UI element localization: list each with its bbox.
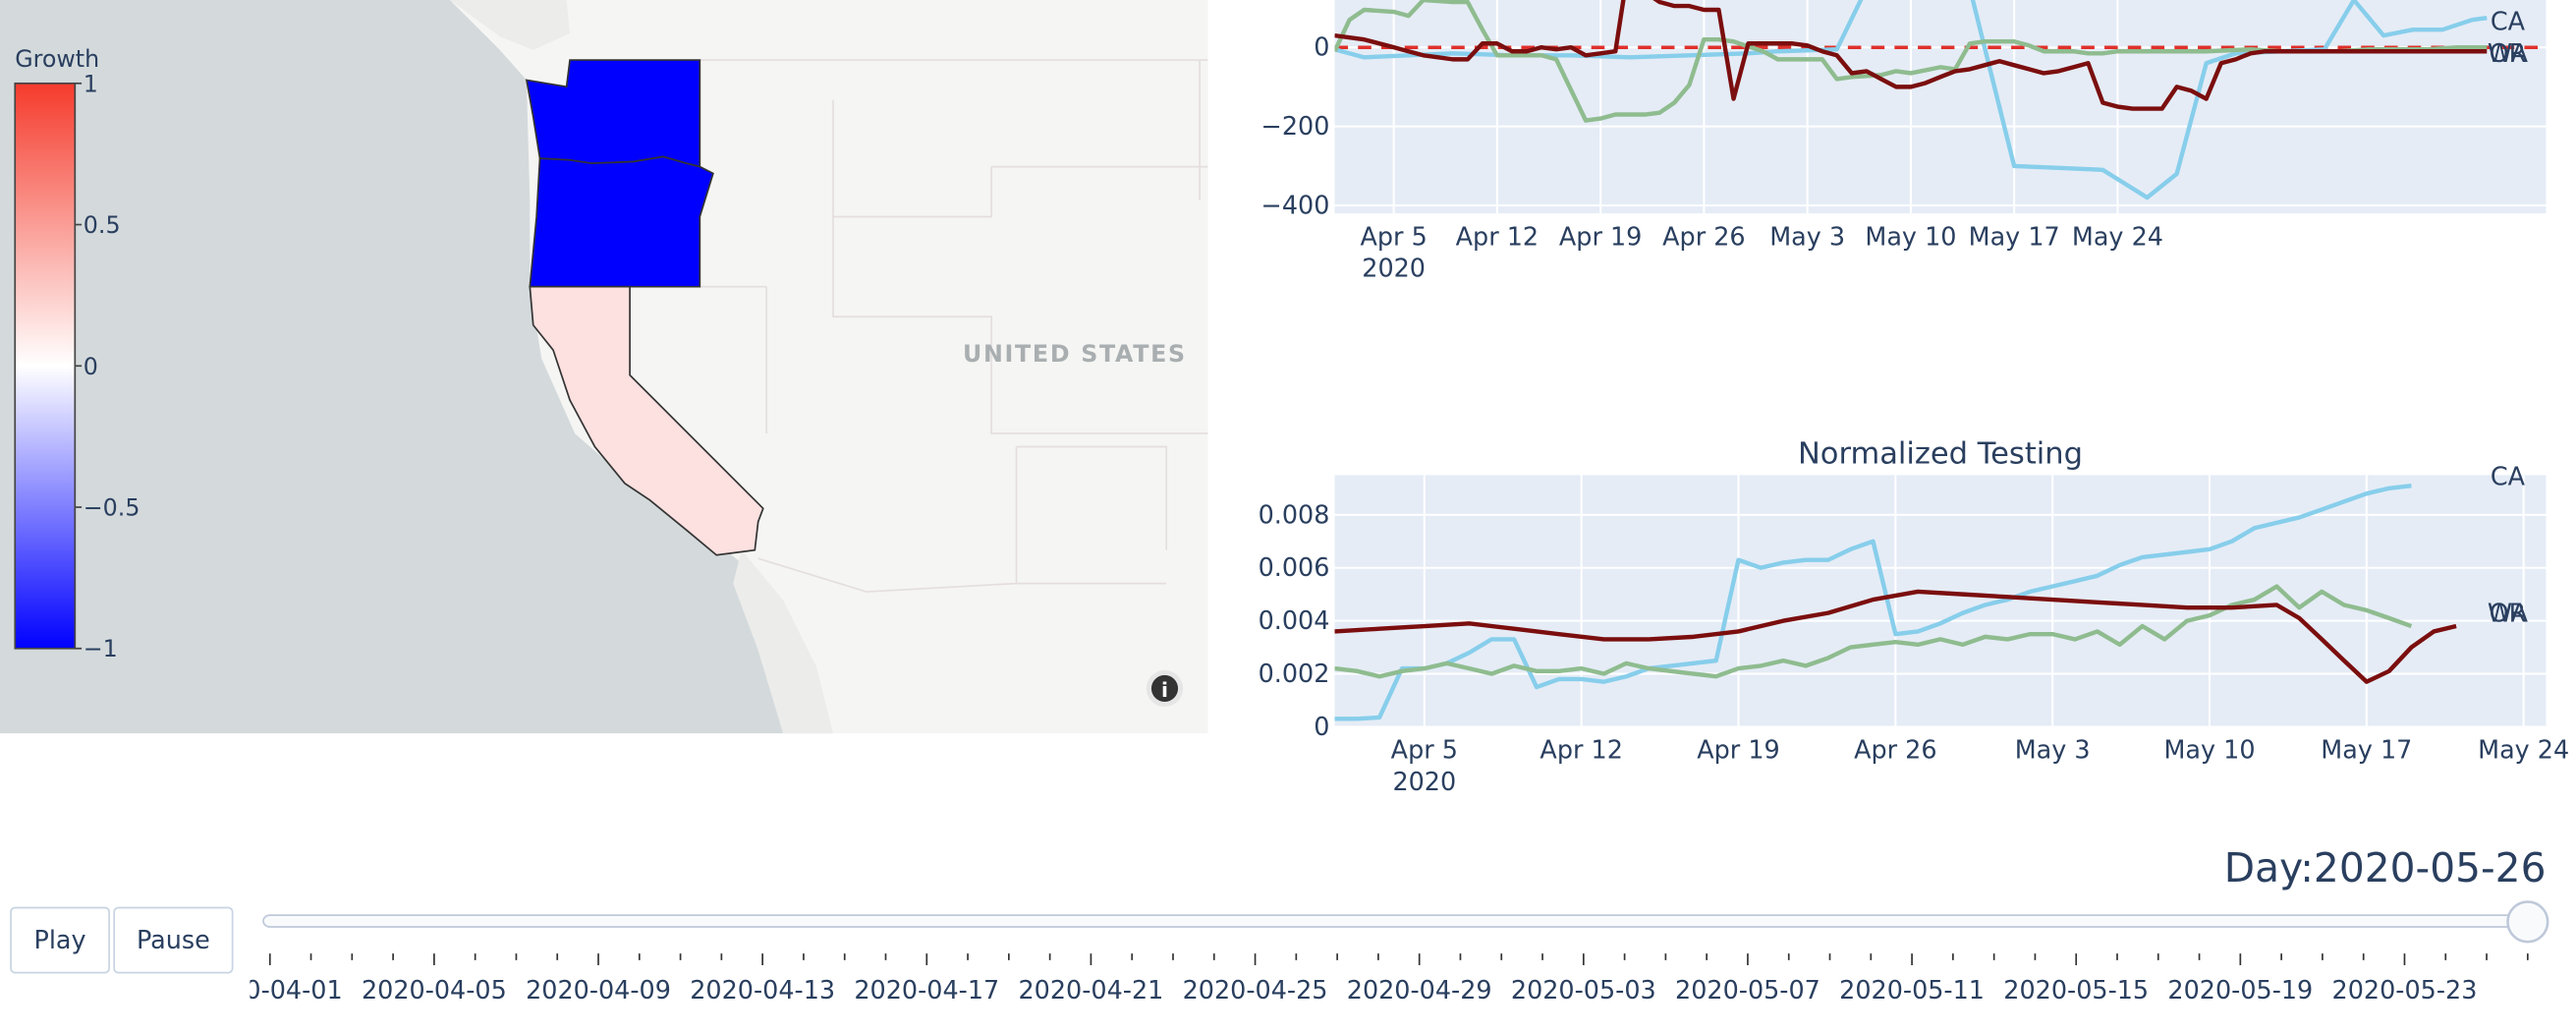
y-tick-label: −200 [1261, 111, 1330, 141]
x-tick-label: May 17 [2321, 735, 2412, 765]
x-tick-label: Apr 12 [1456, 221, 1539, 251]
x-tick-label: May 10 [2163, 735, 2255, 765]
colorbar-tick-label: 0.5 [84, 211, 121, 239]
slider-tick-label: 2020-04-29 [1347, 975, 1492, 1005]
choropleth-map[interactable]: UNITED STATES Growth 1 0.5 0 −0.5 −1 i [0, 0, 1208, 734]
state-borders [700, 59, 1208, 593]
slider-tick-label: 2020-04-05 [362, 975, 507, 1005]
series-line-or[interactable] [1334, 584, 2413, 679]
colorbar-tick-label: 0 [84, 353, 98, 380]
x-tick-label: May 3 [1769, 221, 1845, 251]
chart-title: Normalized Testing [1798, 436, 2083, 471]
y-tick-label: 0 [1314, 32, 1329, 62]
x-tick-label: Apr 19 [1559, 221, 1642, 251]
current-day-label: Day:2020-05-26 [2224, 845, 2547, 891]
slider-tick-label: 2020-04-01 [250, 975, 342, 1005]
x-tick-label: Apr 12 [1540, 735, 1622, 765]
slider-tick-label: 2020-05-07 [1675, 975, 1820, 1005]
x-tick-label: Apr 26 [1662, 221, 1745, 251]
state-oregon[interactable] [529, 155, 714, 288]
slider-tick-label: 2020-04-21 [1018, 975, 1163, 1005]
x-tick-label: 2020 [1362, 254, 1426, 283]
y-tick-label: 0.006 [1259, 552, 1330, 582]
slider-tick-label: 2020-05-11 [1839, 975, 1985, 1005]
series-end-label-wa: WA [2488, 599, 2529, 628]
x-tick-label: May 3 [2015, 735, 2091, 765]
y-tick-label: 0 [1314, 712, 1329, 741]
play-button[interactable]: Play [10, 906, 110, 974]
colorbar-tick-label: −1 [84, 635, 118, 662]
series-end-label-ca: CA [2491, 462, 2526, 491]
date-slider[interactable]: 2020-04-01 2020-04-05 2020-04-09 2020-04-13… [250, 891, 2565, 1025]
svg-text:i: i [1161, 678, 1168, 702]
series-line-or[interactable] [1334, 0, 2488, 123]
colorbar-ticks: 1 0.5 0 −0.5 −1 [75, 70, 140, 662]
x-tick-label: May 24 [2072, 221, 2163, 251]
slider-tick-label: 2020-04-17 [854, 975, 999, 1005]
slider-tick-label: 2020-05-19 [2167, 975, 2313, 1005]
slider-handle[interactable] [2506, 900, 2549, 944]
series-line-wa[interactable] [1334, 589, 2457, 684]
colorbar [14, 82, 77, 650]
plot-area [1334, 475, 2547, 727]
slider-tick-label: 2020-04-09 [526, 975, 671, 1005]
x-tick-label: 2020 [1392, 767, 1456, 796]
colorbar-tick-label: −0.5 [84, 493, 140, 521]
land-north [449, 0, 571, 50]
y-tick-label: 0.002 [1259, 659, 1330, 688]
slider-rail[interactable] [262, 914, 2536, 928]
info-icon[interactable]: i [1146, 669, 1184, 708]
current-day-prefix: Day: [2223, 844, 2314, 892]
country-label: UNITED STATES [963, 340, 1187, 368]
slider-tick-label: 2020-05-03 [1511, 975, 1656, 1005]
series-end-label-ca: CA [2491, 7, 2526, 36]
y-tick-label: −400 [1261, 191, 1330, 220]
plot-area [1334, 0, 2547, 214]
growth-chart[interactable]: Apr 5 2020 Apr 12 Apr 19 Apr 26 May 3 May 10 Ma… [1242, 0, 2576, 300]
x-tick-label: Apr 19 [1697, 735, 1779, 765]
y-tick-label: 0.008 [1259, 499, 1330, 529]
x-tick-label: May 10 [1865, 221, 1956, 251]
series-line-ca[interactable] [1334, 484, 2412, 721]
x-tick-label: Apr 26 [1854, 735, 1936, 765]
slider-tick-label: 2020-04-13 [690, 975, 835, 1005]
colorbar-tick-label: 1 [84, 70, 98, 97]
series-end-label-or: OR [2490, 38, 2527, 68]
ocean-area [0, 0, 830, 734]
x-tick-label: Apr 5 [1361, 221, 1428, 251]
state-california[interactable] [529, 285, 764, 556]
pause-button[interactable]: Pause [113, 906, 234, 974]
series-end-label-or: OR [2490, 599, 2527, 628]
series-end-label-wa: WA [2488, 38, 2529, 68]
x-tick-label: Apr 5 [1391, 735, 1458, 765]
slider-tick-label: 2020-05-15 [2003, 975, 2149, 1005]
slider-tick-label: 2020-05-23 [2332, 975, 2478, 1005]
land-baja [733, 549, 833, 734]
y-tick-label: 0.004 [1259, 605, 1330, 635]
series-line-wa[interactable] [1334, 0, 2488, 111]
current-day-value: 2020-05-26 [2313, 844, 2547, 892]
x-tick-label: May 24 [2478, 735, 2569, 765]
slider-tick-label: 2020-04-25 [1183, 975, 1328, 1005]
x-tick-label: May 17 [1969, 221, 2060, 251]
colorbar-title: Growth [15, 45, 99, 73]
